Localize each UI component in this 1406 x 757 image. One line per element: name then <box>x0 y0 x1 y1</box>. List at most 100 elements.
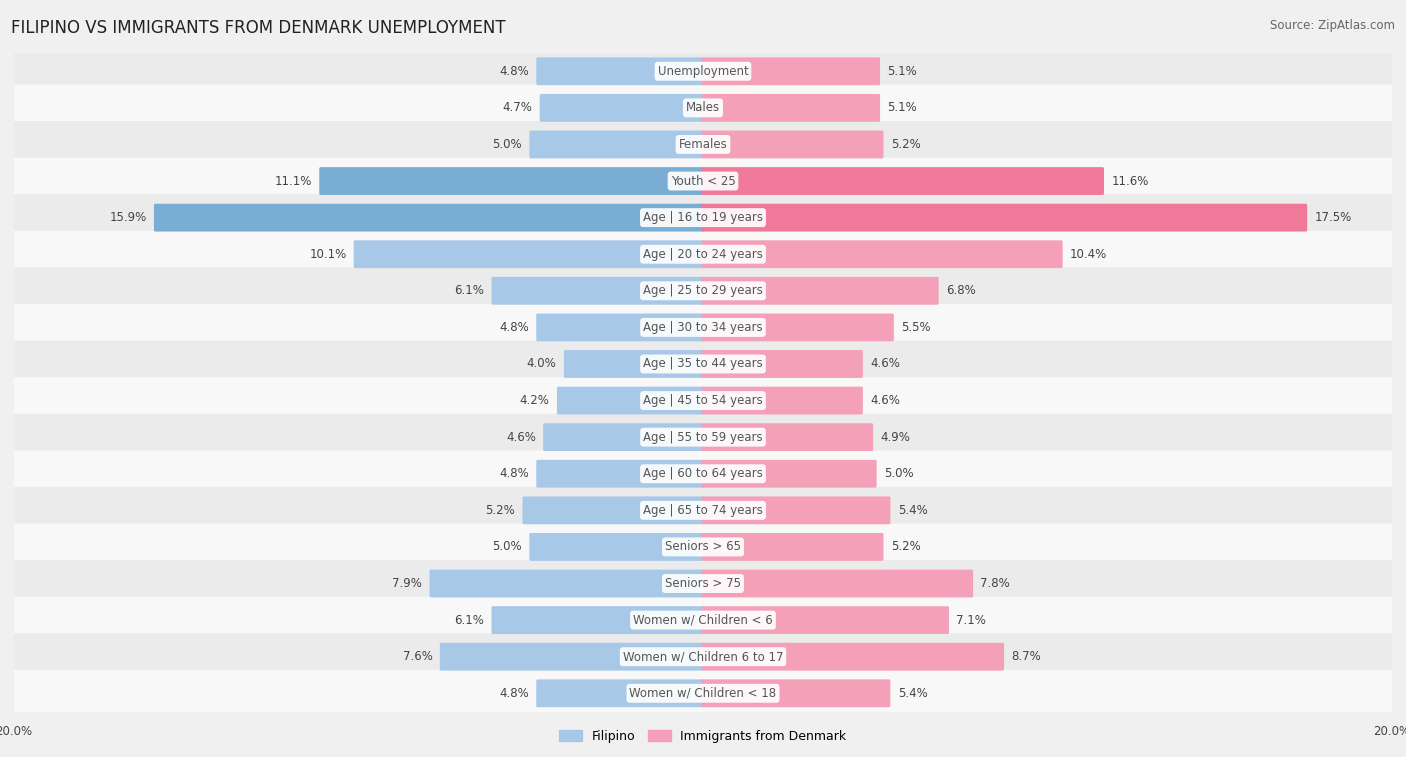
FancyBboxPatch shape <box>564 350 704 378</box>
FancyBboxPatch shape <box>0 597 1406 643</box>
Text: 7.9%: 7.9% <box>392 577 422 590</box>
Text: 6.1%: 6.1% <box>454 614 484 627</box>
FancyBboxPatch shape <box>702 313 894 341</box>
FancyBboxPatch shape <box>0 267 1406 314</box>
FancyBboxPatch shape <box>0 487 1406 534</box>
Text: Women w/ Children 6 to 17: Women w/ Children 6 to 17 <box>623 650 783 663</box>
FancyBboxPatch shape <box>354 240 704 268</box>
FancyBboxPatch shape <box>0 634 1406 680</box>
FancyBboxPatch shape <box>0 524 1406 570</box>
FancyBboxPatch shape <box>0 304 1406 350</box>
Text: 11.6%: 11.6% <box>1111 175 1149 188</box>
Text: 8.7%: 8.7% <box>1011 650 1040 663</box>
Text: 4.8%: 4.8% <box>499 687 529 699</box>
Text: 5.0%: 5.0% <box>492 138 522 151</box>
Text: Age | 25 to 29 years: Age | 25 to 29 years <box>643 285 763 298</box>
Text: 4.7%: 4.7% <box>502 101 533 114</box>
FancyBboxPatch shape <box>0 231 1406 278</box>
FancyBboxPatch shape <box>0 377 1406 424</box>
FancyBboxPatch shape <box>536 58 704 86</box>
Text: Age | 35 to 44 years: Age | 35 to 44 years <box>643 357 763 370</box>
Text: Females: Females <box>679 138 727 151</box>
Text: 20.0%: 20.0% <box>1374 725 1406 739</box>
Text: 10.4%: 10.4% <box>1070 248 1107 260</box>
FancyBboxPatch shape <box>702 423 873 451</box>
Text: Seniors > 65: Seniors > 65 <box>665 540 741 553</box>
FancyBboxPatch shape <box>702 240 1063 268</box>
Text: 5.4%: 5.4% <box>897 687 928 699</box>
FancyBboxPatch shape <box>557 387 704 415</box>
FancyBboxPatch shape <box>540 94 704 122</box>
FancyBboxPatch shape <box>702 350 863 378</box>
FancyBboxPatch shape <box>702 569 973 597</box>
Text: 6.8%: 6.8% <box>946 285 976 298</box>
Text: Women w/ Children < 18: Women w/ Children < 18 <box>630 687 776 699</box>
FancyBboxPatch shape <box>0 341 1406 388</box>
Text: 4.6%: 4.6% <box>506 431 536 444</box>
Text: 5.1%: 5.1% <box>887 65 917 78</box>
Text: 6.1%: 6.1% <box>454 285 484 298</box>
FancyBboxPatch shape <box>702 387 863 415</box>
Text: Age | 20 to 24 years: Age | 20 to 24 years <box>643 248 763 260</box>
FancyBboxPatch shape <box>319 167 704 195</box>
Text: Source: ZipAtlas.com: Source: ZipAtlas.com <box>1270 19 1395 32</box>
Text: Age | 55 to 59 years: Age | 55 to 59 years <box>643 431 763 444</box>
FancyBboxPatch shape <box>702 130 883 158</box>
Text: Age | 45 to 54 years: Age | 45 to 54 years <box>643 394 763 407</box>
FancyBboxPatch shape <box>702 606 949 634</box>
FancyBboxPatch shape <box>702 94 880 122</box>
Text: 5.4%: 5.4% <box>897 504 928 517</box>
FancyBboxPatch shape <box>536 679 704 707</box>
FancyBboxPatch shape <box>153 204 704 232</box>
FancyBboxPatch shape <box>536 459 704 488</box>
Text: Seniors > 75: Seniors > 75 <box>665 577 741 590</box>
FancyBboxPatch shape <box>0 450 1406 497</box>
Text: Age | 30 to 34 years: Age | 30 to 34 years <box>643 321 763 334</box>
Text: 5.2%: 5.2% <box>891 138 921 151</box>
Text: 7.6%: 7.6% <box>402 650 433 663</box>
Text: 4.6%: 4.6% <box>870 357 900 370</box>
Text: Males: Males <box>686 101 720 114</box>
FancyBboxPatch shape <box>0 157 1406 204</box>
Text: 7.1%: 7.1% <box>956 614 986 627</box>
FancyBboxPatch shape <box>702 533 883 561</box>
Text: 4.6%: 4.6% <box>870 394 900 407</box>
FancyBboxPatch shape <box>429 569 704 597</box>
Text: 5.2%: 5.2% <box>485 504 515 517</box>
Text: 11.1%: 11.1% <box>274 175 312 188</box>
Text: 20.0%: 20.0% <box>0 725 32 739</box>
Legend: Filipino, Immigrants from Denmark: Filipino, Immigrants from Denmark <box>554 725 852 748</box>
FancyBboxPatch shape <box>702 204 1308 232</box>
FancyBboxPatch shape <box>702 167 1104 195</box>
FancyBboxPatch shape <box>702 58 880 86</box>
FancyBboxPatch shape <box>702 459 876 488</box>
FancyBboxPatch shape <box>702 643 1004 671</box>
FancyBboxPatch shape <box>0 195 1406 241</box>
Text: 5.0%: 5.0% <box>492 540 522 553</box>
FancyBboxPatch shape <box>543 423 704 451</box>
FancyBboxPatch shape <box>530 533 704 561</box>
Text: Unemployment: Unemployment <box>658 65 748 78</box>
Text: 10.1%: 10.1% <box>309 248 346 260</box>
Text: Age | 16 to 19 years: Age | 16 to 19 years <box>643 211 763 224</box>
Text: 5.5%: 5.5% <box>901 321 931 334</box>
Text: 4.8%: 4.8% <box>499 65 529 78</box>
FancyBboxPatch shape <box>702 679 890 707</box>
Text: Youth < 25: Youth < 25 <box>671 175 735 188</box>
FancyBboxPatch shape <box>440 643 704 671</box>
FancyBboxPatch shape <box>492 277 704 305</box>
Text: 4.8%: 4.8% <box>499 321 529 334</box>
Text: 4.2%: 4.2% <box>520 394 550 407</box>
Text: Women w/ Children < 6: Women w/ Children < 6 <box>633 614 773 627</box>
Text: 5.0%: 5.0% <box>884 467 914 480</box>
Text: 15.9%: 15.9% <box>110 211 146 224</box>
FancyBboxPatch shape <box>702 497 890 525</box>
FancyBboxPatch shape <box>0 85 1406 131</box>
FancyBboxPatch shape <box>0 414 1406 460</box>
Text: 5.1%: 5.1% <box>887 101 917 114</box>
FancyBboxPatch shape <box>492 606 704 634</box>
Text: FILIPINO VS IMMIGRANTS FROM DENMARK UNEMPLOYMENT: FILIPINO VS IMMIGRANTS FROM DENMARK UNEM… <box>11 19 506 37</box>
Text: 17.5%: 17.5% <box>1315 211 1351 224</box>
FancyBboxPatch shape <box>0 670 1406 717</box>
Text: 7.8%: 7.8% <box>980 577 1010 590</box>
